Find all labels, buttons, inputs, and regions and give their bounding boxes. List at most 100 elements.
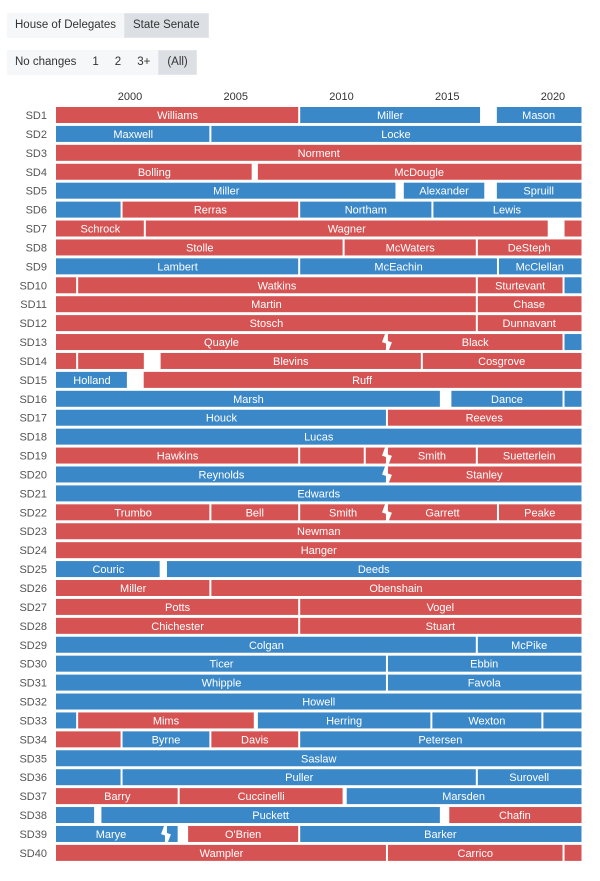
term-bar-democrat[interactable] — [56, 485, 582, 502]
term-bar-republican[interactable] — [78, 277, 476, 294]
state-senate-button[interactable]: State Senate — [124, 13, 209, 38]
term-bar-democrat[interactable] — [56, 769, 121, 786]
term-bar-republican[interactable] — [56, 163, 252, 180]
term-bar-republican[interactable] — [387, 504, 497, 521]
term-bar-republican[interactable] — [449, 807, 582, 824]
term-bar-republican[interactable] — [564, 220, 582, 237]
term-bar-republican[interactable] — [56, 315, 476, 332]
term-bar-democrat[interactable] — [101, 807, 440, 824]
term-bar-democrat[interactable] — [387, 674, 582, 691]
term-bar-republican[interactable] — [365, 447, 386, 464]
term-bar-democrat[interactable] — [56, 182, 396, 199]
filter-1-button[interactable]: 1 — [92, 56, 99, 68]
term-bar-democrat[interactable] — [432, 712, 542, 729]
term-bar-democrat[interactable] — [543, 712, 582, 729]
term-bar-democrat[interactable] — [498, 258, 582, 275]
filter-all-button[interactable]: (All) — [158, 50, 197, 75]
term-bar-republican[interactable] — [78, 712, 254, 729]
term-bar-republican[interactable] — [56, 598, 299, 615]
term-bar-republican[interactable] — [56, 220, 144, 237]
term-bar-democrat[interactable] — [564, 334, 582, 351]
term-bar-democrat[interactable] — [56, 201, 121, 218]
term-bar-republican[interactable] — [498, 504, 582, 521]
term-bar-democrat[interactable] — [387, 655, 582, 672]
term-bar-republican[interactable] — [211, 504, 299, 521]
term-bar-republican[interactable] — [56, 277, 77, 294]
term-bar-republican[interactable] — [56, 580, 210, 596]
term-bar-democrat[interactable] — [564, 277, 582, 294]
term-bar-republican[interactable] — [422, 352, 582, 369]
term-bar-democrat[interactable] — [56, 655, 386, 672]
term-bar-republican[interactable] — [211, 580, 582, 596]
term-bar-democrat[interactable] — [166, 561, 582, 578]
term-bar-republican[interactable] — [387, 334, 563, 351]
term-bar-democrat[interactable] — [122, 769, 476, 786]
term-bar-democrat[interactable] — [300, 825, 582, 842]
term-bar-republican[interactable] — [300, 617, 582, 634]
term-bar-democrat[interactable] — [56, 258, 299, 275]
term-bar-republican[interactable] — [56, 617, 299, 634]
term-bar-republican[interactable] — [56, 447, 299, 464]
term-bar-democrat[interactable] — [56, 428, 582, 445]
term-bar-republican[interactable] — [564, 844, 582, 861]
term-bar-republican[interactable] — [56, 239, 343, 256]
term-bar-republican[interactable] — [78, 352, 144, 369]
term-bar-republican[interactable] — [179, 788, 343, 805]
term-bar-democrat[interactable] — [451, 390, 563, 407]
term-bar-democrat[interactable] — [56, 636, 476, 653]
term-bar-republican[interactable] — [300, 504, 386, 521]
term-bar-democrat[interactable] — [166, 825, 178, 842]
term-bar-republican[interactable] — [387, 844, 563, 861]
term-bar-republican[interactable] — [387, 447, 476, 464]
term-bar-democrat[interactable] — [56, 807, 95, 824]
term-bar-republican[interactable] — [477, 315, 582, 332]
term-bar-republican[interactable] — [387, 466, 582, 483]
term-bar-republican[interactable] — [211, 731, 299, 748]
term-bar-republican[interactable] — [56, 844, 386, 861]
term-bar-democrat[interactable] — [56, 712, 77, 729]
term-bar-democrat[interactable] — [56, 390, 440, 407]
term-bar-republican[interactable] — [477, 447, 582, 464]
term-bar-republican[interactable] — [300, 598, 582, 615]
term-bar-republican[interactable] — [257, 163, 582, 180]
term-bar-republican[interactable] — [300, 447, 364, 464]
term-bar-republican[interactable] — [477, 277, 563, 294]
term-bar-republican[interactable] — [160, 352, 421, 369]
term-bar-democrat[interactable] — [56, 674, 386, 691]
filter-2-button[interactable]: 2 — [114, 56, 122, 68]
term-bar-democrat[interactable] — [56, 466, 386, 483]
term-bar-democrat[interactable] — [56, 693, 582, 710]
term-bar-republican[interactable] — [56, 731, 121, 748]
term-bar-republican[interactable] — [56, 523, 582, 540]
term-bar-republican[interactable] — [145, 220, 548, 237]
term-bar-democrat[interactable] — [346, 788, 582, 805]
term-bar-democrat[interactable] — [300, 107, 481, 123]
term-bar-democrat[interactable] — [564, 390, 582, 407]
term-bar-republican[interactable] — [56, 542, 582, 559]
term-bar-republican[interactable] — [56, 504, 210, 521]
term-bar-republican[interactable] — [56, 296, 476, 313]
term-bar-democrat[interactable] — [477, 769, 582, 786]
term-bar-republican[interactable] — [56, 352, 77, 369]
term-bar-republican[interactable] — [56, 334, 386, 351]
term-bar-democrat[interactable] — [56, 825, 165, 842]
term-bar-republican[interactable] — [188, 825, 299, 842]
term-bar-republican[interactable] — [477, 296, 582, 313]
term-bar-republican[interactable] — [122, 201, 299, 218]
house-of-delegates-button[interactable]: House of Delegates — [15, 19, 117, 31]
term-bar-democrat[interactable] — [56, 371, 127, 388]
term-bar-democrat[interactable] — [56, 125, 210, 142]
term-bar-democrat[interactable] — [496, 182, 582, 199]
filter-3plus-button[interactable]: 3+ — [137, 56, 151, 68]
term-bar-democrat[interactable] — [211, 125, 582, 142]
term-bar-republican[interactable] — [56, 144, 582, 161]
term-bar-democrat[interactable] — [56, 409, 386, 426]
term-bar-democrat[interactable] — [56, 750, 582, 767]
term-bar-republican[interactable] — [387, 409, 582, 426]
term-bar-democrat[interactable] — [433, 201, 582, 218]
term-bar-republican[interactable] — [56, 107, 299, 123]
term-bar-republican[interactable] — [344, 239, 476, 256]
term-bar-democrat[interactable] — [257, 712, 431, 729]
term-bar-democrat[interactable] — [56, 561, 160, 578]
term-bar-democrat[interactable] — [477, 636, 582, 653]
